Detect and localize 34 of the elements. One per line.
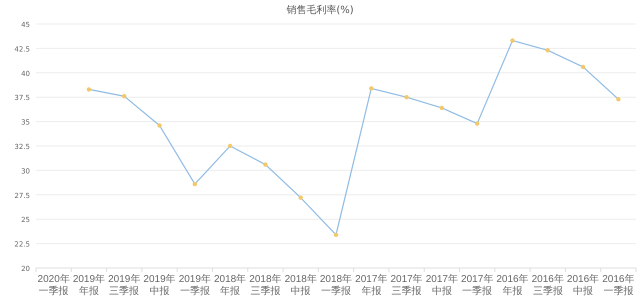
chart-title: 销售毛利率(%) bbox=[285, 4, 354, 16]
point bbox=[510, 38, 515, 43]
x-tick-label: 2019年中报 bbox=[143, 273, 176, 297]
point bbox=[546, 48, 550, 53]
point bbox=[122, 94, 126, 98]
x-tick-label: 2018年年报 bbox=[214, 273, 246, 297]
point bbox=[474, 121, 480, 126]
x-tick-label: 2016年中报 bbox=[566, 273, 600, 297]
x-tick-label: 2020年一季报 bbox=[38, 273, 70, 297]
point bbox=[192, 182, 198, 186]
point bbox=[86, 87, 92, 92]
x-tick-label: 2019年三季报 bbox=[108, 273, 140, 297]
x-tick-label: 2018年三季报 bbox=[249, 273, 282, 297]
point bbox=[440, 106, 444, 110]
point bbox=[228, 144, 232, 148]
x-tick-label: 2018年中报 bbox=[284, 273, 317, 297]
point bbox=[298, 196, 303, 200]
x-tick-label: 2017年三季报 bbox=[390, 273, 423, 297]
point bbox=[157, 123, 162, 128]
x-tick-label: 2019年一季报 bbox=[178, 273, 211, 297]
x-tick-label: 2017年年报 bbox=[355, 273, 388, 297]
point bbox=[580, 64, 586, 70]
point bbox=[334, 232, 338, 238]
point bbox=[369, 86, 374, 91]
point bbox=[263, 162, 268, 167]
x-tick-label: 2016年年报 bbox=[496, 273, 529, 297]
x-tick-label: 2018年一季报 bbox=[320, 273, 352, 297]
point bbox=[404, 95, 409, 100]
x-tick-label: 2016年一季报 bbox=[602, 273, 634, 297]
x-tick-label: 2016年三季报 bbox=[532, 273, 564, 297]
point bbox=[616, 96, 621, 102]
x-tick-label: 2017年中报 bbox=[426, 273, 458, 297]
x-tick-label: 2017年一季报 bbox=[461, 273, 494, 297]
x-tick-label: 2019年年报 bbox=[72, 273, 106, 297]
